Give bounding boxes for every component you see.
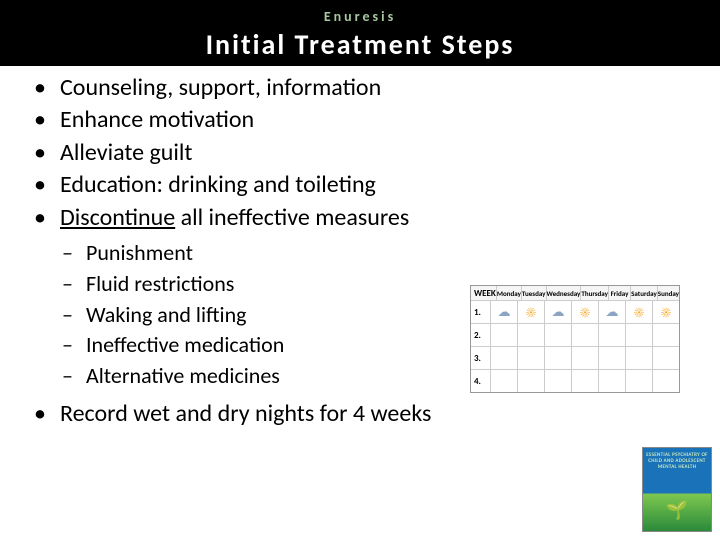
- main-bullet-list: Counseling, support, information Enhance…: [30, 72, 690, 234]
- calendar-cell: ☀: [518, 301, 545, 323]
- calendar-cell: [545, 347, 572, 369]
- calendar-cell: [626, 347, 653, 369]
- calendar-header-cell: WEEK: [471, 286, 497, 300]
- calendar-cell: [518, 324, 545, 346]
- calendar-cell: [518, 347, 545, 369]
- calendar-header-cell: Friday: [609, 286, 631, 300]
- bullet-item: Record wet and dry nights for 4 weeks: [60, 398, 690, 430]
- bullet-item: Education: drinking and toileting: [60, 169, 690, 201]
- calendar-header-cell: Sunday: [658, 286, 679, 300]
- slide-header: Enuresis Initial Treatment Steps: [0, 0, 720, 66]
- cloud-icon: ☁: [498, 305, 511, 320]
- bullet-item: Counseling, support, information: [60, 72, 690, 104]
- sub-bullet-item: Punishment: [86, 238, 690, 269]
- calendar-header-cell: Thursday: [581, 286, 609, 300]
- cloud-icon: ☁: [606, 305, 619, 320]
- calendar-cell: ☀: [653, 301, 679, 323]
- calendar-header-cell: Wednesday: [547, 286, 582, 300]
- calendar-header-cell: Saturday: [631, 286, 658, 300]
- slide-category: Enuresis: [0, 8, 720, 25]
- book-cover-image: ESSENTIAL PSYCHIATRY OF CHILD AND ADOLES…: [642, 447, 712, 532]
- calendar-cell: [518, 370, 545, 392]
- calendar-header-row: WEEK Monday Tuesday Wednesday Thursday F…: [471, 286, 679, 301]
- bullet-item: Enhance motivation: [60, 104, 690, 136]
- sun-icon: ☀: [526, 304, 536, 321]
- calendar-cell: [599, 347, 626, 369]
- calendar-row-num: 2.: [471, 324, 491, 346]
- calendar-header-cell: Monday: [497, 286, 522, 300]
- calendar-cell: [653, 324, 679, 346]
- calendar-cell: [653, 347, 679, 369]
- calendar-row: 3.: [471, 347, 679, 370]
- calendar-cell: [545, 370, 572, 392]
- calendar-row: 2.: [471, 324, 679, 347]
- calendar-cell: [599, 370, 626, 392]
- sun-icon: ☀: [580, 304, 590, 321]
- calendar-cell: [572, 370, 599, 392]
- calendar-row-num: 3.: [471, 347, 491, 369]
- sun-icon: ☀: [634, 304, 644, 321]
- calendar-cell: [491, 324, 518, 346]
- calendar-cell: [653, 370, 679, 392]
- calendar-row: 1. ☁ ☀ ☁ ☀ ☁ ☀ ☀: [471, 301, 679, 324]
- calendar-cell: [545, 324, 572, 346]
- calendar-cell: [572, 324, 599, 346]
- calendar-cell: [626, 324, 653, 346]
- final-bullet-list: Record wet and dry nights for 4 weeks: [30, 398, 690, 430]
- calendar-cell: ☁: [599, 301, 626, 323]
- book-title-line: MENTAL HEALTH: [658, 464, 696, 470]
- calendar-cell: [599, 324, 626, 346]
- calendar-cell: [491, 347, 518, 369]
- calendar-chart: WEEK Monday Tuesday Wednesday Thursday F…: [470, 285, 680, 393]
- slide-title: Initial Treatment Steps: [0, 27, 720, 62]
- calendar-cell: ☁: [491, 301, 518, 323]
- calendar-cell: ☁: [545, 301, 572, 323]
- calendar-cell: [626, 370, 653, 392]
- calendar-row-num: 1.: [471, 301, 491, 323]
- calendar-cell: ☀: [626, 301, 653, 323]
- bullet-item: Alleviate guilt: [60, 137, 690, 169]
- calendar-row: 4.: [471, 370, 679, 392]
- calendar-header-cell: Tuesday: [522, 286, 547, 300]
- bullet-item: Discontinue all ineffective measures: [60, 202, 690, 234]
- plant-icon: 🌱: [666, 499, 688, 521]
- calendar-cell: [491, 370, 518, 392]
- sun-icon: ☀: [661, 304, 671, 321]
- calendar-row-num: 4.: [471, 370, 491, 392]
- calendar-cell: ☀: [572, 301, 599, 323]
- calendar-cell: [572, 347, 599, 369]
- underlined-word: Discontinue: [60, 203, 175, 232]
- bullet-text: all ineffective measures: [175, 203, 409, 232]
- cloud-icon: ☁: [552, 305, 565, 320]
